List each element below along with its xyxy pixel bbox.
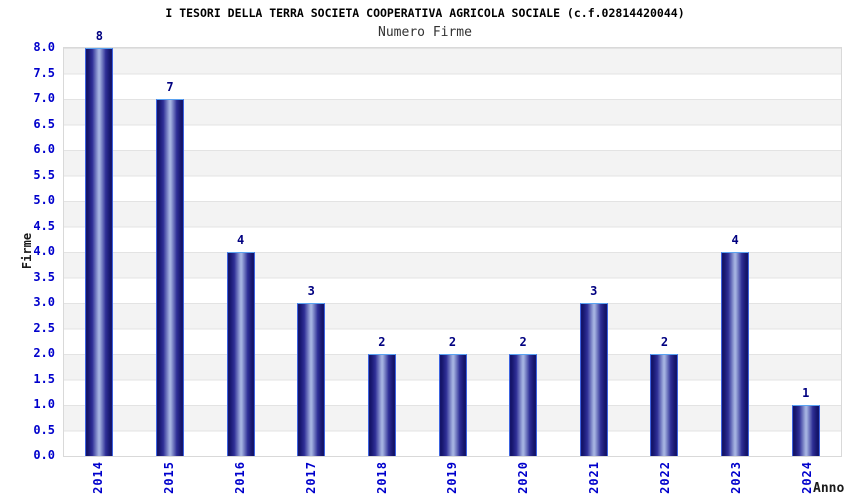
y-tick-label-5.0: 5.0: [33, 193, 55, 207]
x-tick-2023: 2023: [700, 461, 771, 499]
x-tick-label-2019: 2019: [445, 461, 460, 494]
bar-value-2018: 2: [378, 335, 386, 349]
x-tick-2020: 2020: [488, 461, 559, 499]
y-tick-label-1.0: 1.0: [33, 397, 55, 411]
bar-column-2024: 1: [770, 48, 841, 456]
x-tick-label-2017: 2017: [303, 461, 318, 494]
bar-column-2019: 2: [417, 48, 488, 456]
bar-value-2022: 2: [660, 335, 669, 349]
bar-2018[interactable]: [367, 354, 396, 456]
bar-column-2014: 8: [64, 30, 135, 456]
x-tick-label-2015: 2015: [162, 461, 177, 494]
x-tick-label-2016: 2016: [233, 461, 248, 494]
y-tick-label-2.5: 2.5: [33, 320, 55, 335]
bar-2022[interactable]: [650, 354, 679, 456]
y-tick-label-4.0: 4.0: [33, 244, 55, 258]
chart-title: I TESORI DELLA TERRA SOCIETA COOPERATIVA…: [165, 6, 685, 20]
y-tick-label-6.5: 6.5: [33, 116, 55, 131]
bar-column-2021: 3: [558, 48, 629, 456]
y-tick-label-7.0: 7.0: [33, 91, 55, 105]
y-tick-label-4.5: 4.5: [33, 218, 55, 233]
x-tick-label-2018: 2018: [374, 461, 389, 494]
bar-2020[interactable]: [509, 354, 538, 456]
plot-area: 8 7 4 3 2 2 2 3 2 4 1: [63, 30, 842, 457]
x-tick-label-2024: 2024: [799, 461, 814, 494]
chart-subtitle: Numero Firme: [378, 25, 472, 40]
x-axis-ticks: 2014 2015 2016 2017 2018 2019 2020 2021 2022 2023…: [63, 461, 842, 499]
x-tick-2018: 2018: [346, 461, 417, 499]
x-tick-2022: 2022: [630, 461, 701, 499]
bar-value-2020: 2: [519, 335, 527, 349]
y-tick-label-5.5: 5.5: [33, 167, 55, 182]
bar-value-2017: 3: [307, 284, 315, 298]
bar-column-2017: 3: [276, 48, 347, 456]
bar-column-2020: 2: [488, 48, 559, 456]
bar-value-2021: 3: [590, 284, 598, 298]
x-tick-2021: 2021: [559, 461, 630, 499]
bar-column-2018: 2: [347, 48, 418, 456]
bar-column-2016: 4: [205, 48, 276, 456]
y-tick-label-6.0: 6.0: [33, 142, 55, 156]
bar-2014[interactable]: [85, 48, 114, 456]
bar-value-2014: 8: [95, 29, 103, 43]
y-tick-label-0.5: 0.5: [33, 422, 55, 437]
bar-value-2024: 1: [802, 386, 810, 400]
y-tick-label-8.0: 8.0: [33, 40, 55, 54]
bar-2016[interactable]: [226, 252, 255, 456]
bar-2021[interactable]: [579, 303, 608, 456]
bar-2019[interactable]: [438, 354, 467, 456]
x-tick-label-2023: 2023: [728, 461, 743, 494]
bars-container: 8 7 4 3 2 2 2 3 2 4 1: [64, 30, 841, 456]
x-axis-label: Anno: [813, 481, 845, 496]
x-tick-2017: 2017: [275, 461, 346, 499]
bar-2023[interactable]: [721, 252, 750, 456]
bar-value-2015: 7: [166, 80, 174, 94]
bar-value-2016: 4: [236, 233, 245, 247]
x-tick-2019: 2019: [417, 461, 488, 499]
bar-value-2019: 2: [448, 335, 457, 349]
x-tick-label-2014: 2014: [91, 461, 106, 494]
x-tick-label-2020: 2020: [516, 461, 531, 494]
x-tick-2014: 2014: [63, 461, 134, 499]
y-tick-label-3.5: 3.5: [33, 269, 55, 284]
x-tick-2015: 2015: [134, 461, 205, 499]
bar-column-2022: 2: [629, 48, 700, 456]
y-tick-label-1.5: 1.5: [33, 371, 55, 386]
y-tick-label-2.0: 2.0: [33, 346, 55, 360]
y-tick-label-0.0: 0.0: [33, 448, 55, 462]
x-tick-label-2021: 2021: [587, 461, 602, 494]
x-tick-label-2022: 2022: [657, 461, 672, 494]
bar-column-2015: 7: [135, 48, 206, 456]
bar-2015[interactable]: [155, 99, 184, 456]
y-tick-label-3.0: 3.0: [33, 295, 55, 309]
bar-2017[interactable]: [297, 303, 326, 456]
y-tick-label-7.5: 7.5: [33, 65, 55, 80]
bar-value-2023: 4: [731, 233, 739, 247]
bar-2024[interactable]: [791, 405, 820, 456]
x-tick-2016: 2016: [205, 461, 276, 499]
bar-column-2023: 4: [700, 48, 771, 456]
